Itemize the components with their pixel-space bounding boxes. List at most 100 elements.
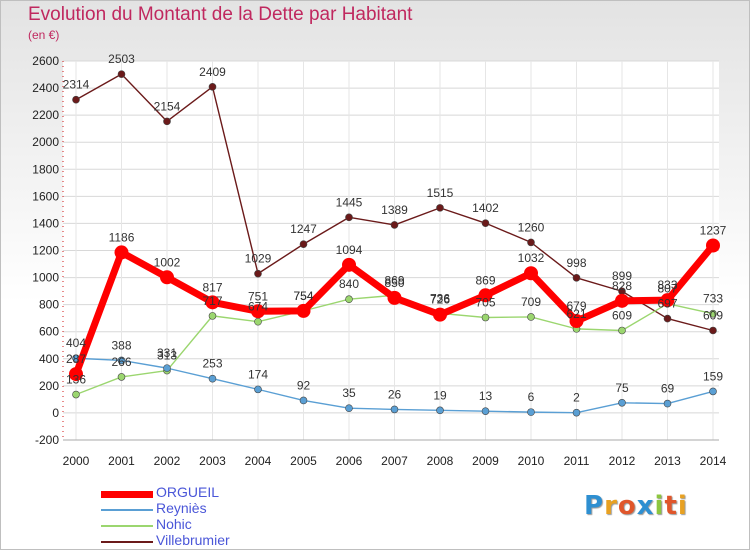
data-label: 840 (339, 277, 359, 291)
data-label: 13 (479, 389, 493, 403)
data-point (709, 309, 717, 318)
data-point (481, 407, 490, 415)
logo-letter: r (604, 491, 618, 521)
data-label: 2409 (199, 65, 226, 79)
legend-label: Reyniès (156, 500, 207, 516)
data-point (387, 290, 402, 305)
data-point (208, 83, 217, 91)
legend-swatch (101, 509, 153, 511)
data-label: 26 (388, 387, 402, 401)
legend-label: Nohic (156, 516, 192, 532)
x-tick-label: 2006 (336, 454, 363, 468)
x-tick-label: 2005 (290, 454, 317, 468)
data-label: 833 (657, 278, 677, 292)
data-point (436, 204, 444, 212)
data-label: 869 (475, 273, 495, 287)
data-label: 1094 (336, 243, 363, 257)
x-tick-label: 2011 (564, 454, 590, 468)
data-label: 1402 (472, 201, 499, 215)
proxiti-logo: Proxiti (584, 491, 688, 521)
y-tick-label: 0 (52, 406, 59, 420)
data-point (390, 405, 399, 414)
data-label: 807 (657, 282, 677, 296)
data-label: 621 (566, 307, 586, 321)
legend-label: Villebrumier (156, 532, 230, 548)
legend-swatch (101, 541, 153, 543)
y-tick-label: 1400 (32, 216, 59, 230)
logo-letter: t (664, 491, 678, 521)
data-label: 754 (293, 289, 313, 303)
data-label: 388 (111, 338, 131, 352)
data-label: 313 (157, 349, 177, 363)
data-label: 1032 (518, 251, 545, 265)
x-tick-label: 2002 (154, 454, 181, 468)
data-point (299, 240, 308, 248)
y-tick-label: 2000 (32, 135, 59, 149)
data-point (342, 257, 356, 272)
data-label: 679 (566, 299, 586, 313)
data-label: 1445 (336, 195, 363, 209)
data-point (254, 317, 262, 326)
y-tick-label: 1000 (32, 271, 59, 285)
y-tick-label: 1600 (32, 189, 59, 203)
data-label: 92 (297, 378, 311, 392)
data-point (527, 313, 535, 321)
data-label: 35 (342, 386, 356, 400)
data-point (433, 307, 447, 322)
data-label: 1389 (381, 203, 408, 217)
data-point (481, 219, 490, 227)
y-tick-label: 2600 (32, 54, 59, 68)
data-label: 733 (703, 292, 723, 306)
logo-letter: i (677, 491, 688, 521)
data-label: 705 (475, 296, 495, 310)
chart-title: Evolution du Montant de la Dette par Hab… (28, 4, 413, 25)
data-point (660, 293, 675, 308)
data-point (72, 390, 80, 399)
data-point (615, 293, 629, 308)
data-point (572, 274, 581, 282)
data-label: 174 (248, 367, 268, 381)
data-point (524, 266, 538, 281)
y-tick-label: 800 (39, 298, 59, 312)
y-tick-label: 200 (39, 379, 59, 393)
data-label: 1002 (154, 255, 181, 269)
logo-letter: x (636, 491, 655, 521)
data-label: 1029 (245, 252, 272, 266)
data-point (481, 313, 490, 322)
y-tick-label: 1800 (32, 162, 59, 176)
data-point (254, 269, 262, 278)
data-label: 1247 (290, 222, 317, 236)
data-label: 609 (703, 308, 723, 322)
y-tick-label: -200 (35, 433, 59, 447)
data-point (663, 399, 672, 408)
data-label: 287 (66, 352, 86, 366)
data-point (163, 117, 171, 126)
data-label: 404 (66, 336, 86, 350)
data-point (390, 221, 399, 229)
data-label: 899 (612, 269, 632, 283)
y-tick-label: 1200 (32, 244, 59, 258)
data-label: 1515 (427, 186, 454, 200)
y-tick-label: 600 (39, 325, 59, 339)
data-label: 736 (430, 291, 450, 305)
legend-swatch (101, 525, 153, 527)
data-point (69, 367, 83, 382)
data-point (569, 314, 584, 329)
data-point (345, 404, 353, 412)
data-label: 159 (703, 369, 723, 383)
x-tick-label: 2010 (518, 454, 545, 468)
x-tick-label: 2004 (245, 454, 272, 468)
y-tick-label: 2400 (32, 81, 59, 95)
data-point (208, 312, 217, 320)
data-label: 6 (528, 390, 535, 404)
y-tick-label: 2200 (32, 108, 59, 122)
data-point (299, 396, 308, 405)
data-label: 869 (384, 273, 404, 287)
y-tick-label: 400 (39, 352, 59, 366)
logo-letter: i (654, 491, 665, 521)
data-label: 253 (202, 357, 222, 371)
data-label: 1237 (700, 223, 727, 237)
data-point (709, 387, 717, 396)
x-tick-label: 2013 (654, 454, 681, 468)
data-label: 709 (521, 295, 541, 309)
